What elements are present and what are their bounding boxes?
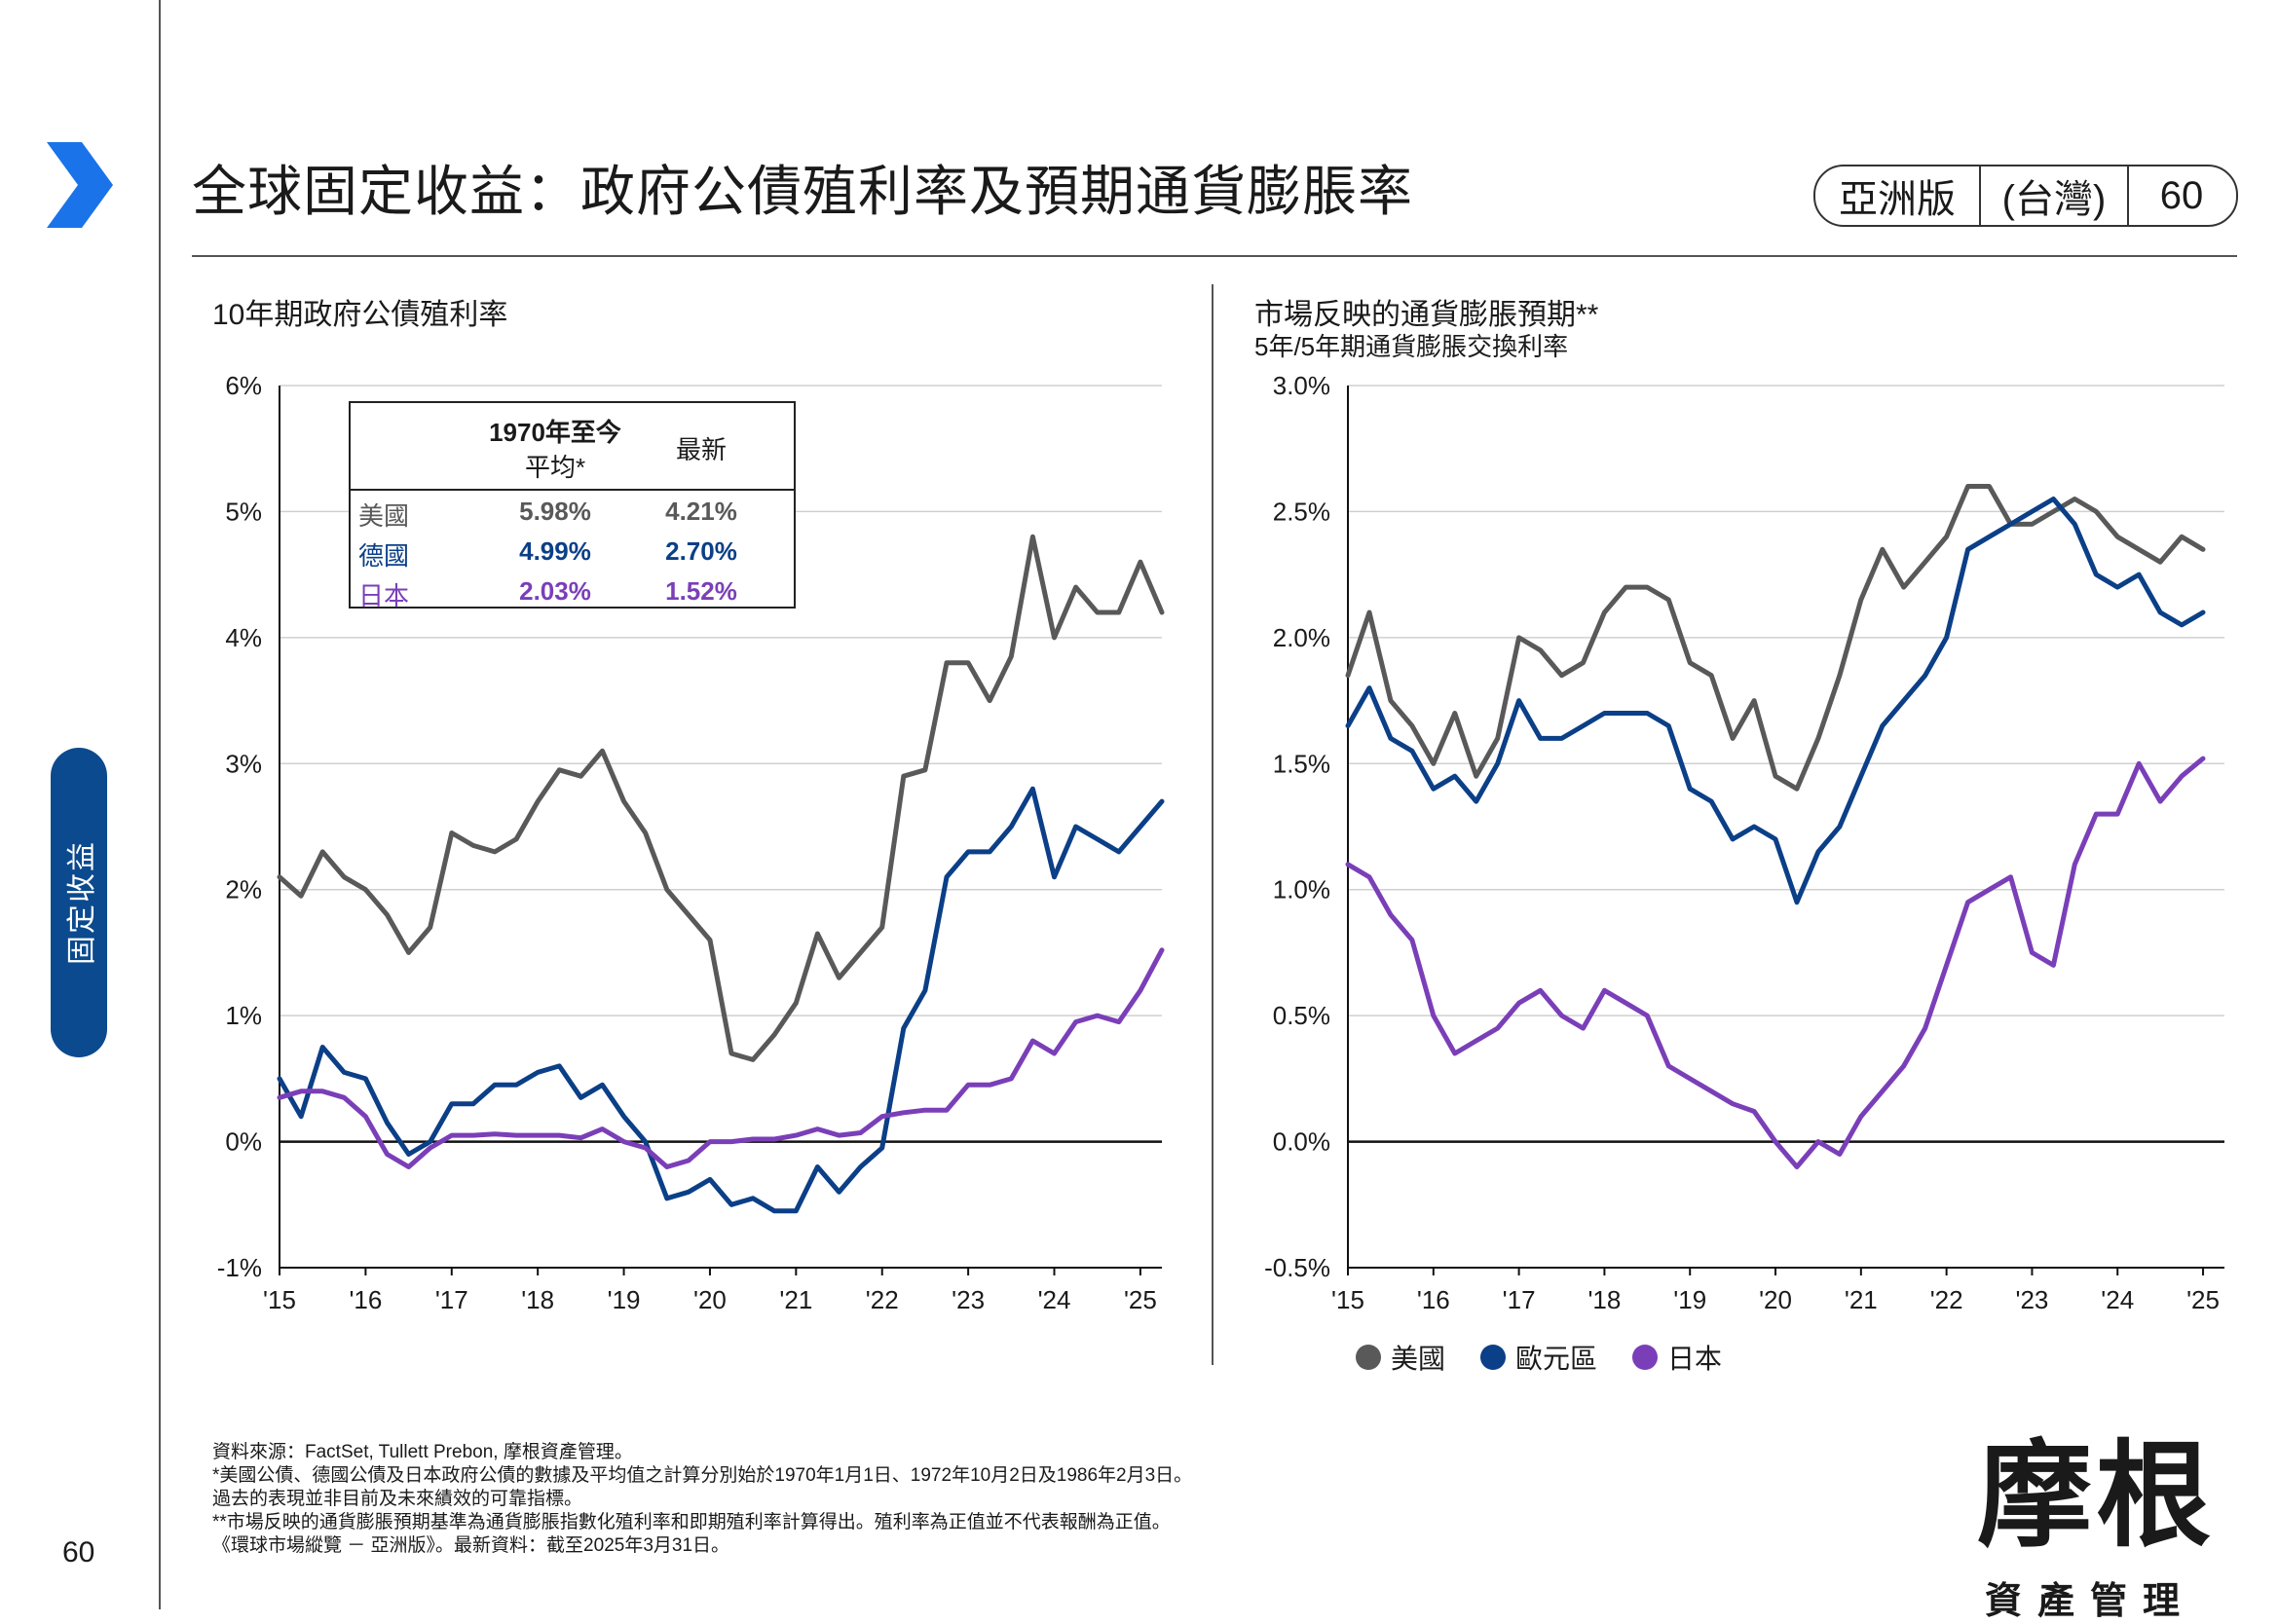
series-line-3 [1345, 756, 2206, 1169]
x-tick-label: '23 [2015, 1285, 2048, 1314]
x-tick-label: '25 [1124, 1285, 1157, 1314]
x-tick-label: '24 [2101, 1285, 2134, 1314]
y-tick-label: 1% [225, 1001, 262, 1030]
header-latest: 最新 [675, 435, 727, 464]
x-tick-label: '15 [1331, 1285, 1364, 1314]
y-tick-label: 2.0% [1273, 623, 1330, 652]
x-tick-label: '22 [866, 1285, 899, 1314]
x-tick-label: '24 [1038, 1285, 1071, 1314]
y-tick-label: 5% [225, 497, 262, 526]
row-average: 4.99% [519, 536, 591, 566]
legend-marker [1632, 1345, 1659, 1370]
x-tick-label: '16 [349, 1285, 382, 1314]
y-tick-label: 0% [225, 1127, 262, 1157]
left-margin-rule [159, 0, 161, 1609]
y-tick-label: 4% [225, 623, 262, 652]
x-tick-label: '16 [1417, 1285, 1450, 1314]
x-tick-label: '20 [693, 1285, 727, 1314]
x-tick-label: '15 [263, 1285, 296, 1314]
table-row-japan: 日本 2.03% 1.52% [351, 571, 794, 610]
row-label: 日本 [358, 581, 410, 610]
x-tick-label: '19 [608, 1285, 641, 1314]
row-latest: 2.70% [665, 536, 737, 566]
x-tick-label: '23 [952, 1285, 985, 1314]
badge-country: (台灣) [2001, 178, 2107, 221]
x-tick-label: '17 [1503, 1285, 1536, 1314]
series-line-1 [277, 534, 1165, 1062]
yield-stats-table: 1970年至今 平均* 最新 美國 5.98% 4.21% 德國 4.99% 2… [349, 401, 796, 610]
row-average: 2.03% [519, 576, 591, 606]
y-tick-label: 1.0% [1273, 875, 1330, 904]
yield-chart: -1% 0% 1% 2% 3% 4% 5% 6% '15 '16 '17 '18 '19 '20 '21 '2… [217, 371, 1165, 1314]
series-line-2 [1345, 497, 2206, 905]
x-tick-label: '19 [1673, 1285, 1706, 1314]
x-tick-label: '22 [1930, 1285, 1963, 1314]
right-chart-title: 市場反映的通貨膨脹預期** [1254, 299, 1599, 331]
y-tick-label: 2% [225, 875, 262, 904]
y-tick-label: 3% [225, 749, 262, 778]
x-tick-label: '21 [1845, 1285, 1878, 1314]
right-chart-subtitle: 5年/5年期通貨膨脹交換利率 [1254, 332, 1569, 361]
legend-label: 美國 [1391, 1344, 1446, 1374]
footnote-data-start: *美國公債、德國公債及日本政府公債的數據及平均值之計算分別始於1970年1月1日… [212, 1465, 1193, 1486]
footnote-latest: 《環球市場縱覽 － 亞洲版》。最新資料：截至2025年3月31日。 [212, 1535, 730, 1556]
x-tick-label: '20 [1759, 1285, 1792, 1314]
y-tick-label: 1.5% [1273, 749, 1330, 778]
x-tick-label: '25 [2186, 1285, 2220, 1314]
y-tick-label: 3.0% [1273, 371, 1330, 400]
left-chart-title: 10年期政府公債殖利率 [212, 299, 508, 331]
y-tick-label: 0.0% [1273, 1127, 1330, 1157]
row-average: 5.98% [519, 497, 591, 526]
legend-item-japan: 日本 [1632, 1338, 1722, 1377]
legend-marker [1480, 1345, 1507, 1370]
footnotes: 資料來源：FactSet, Tullett Prebon, 摩根資產管理。 *美… [212, 1441, 1192, 1558]
y-tick-label: 6% [225, 371, 262, 400]
y-tick-label: 2.5% [1273, 497, 1330, 526]
row-label: 德國 [358, 541, 410, 571]
table-row-us: 美國 5.98% 4.21% [351, 491, 794, 531]
legend-item-eurozone: 歐元區 [1480, 1338, 1597, 1377]
region-page-badge: 亞洲版 (台灣) 60 [1813, 165, 2238, 227]
footnote-inflation: **市場反映的通貨膨脹預期基準為通貨膨脹指數化殖利率和即期殖利率計算得出。殖利率… [212, 1512, 1171, 1532]
company-logo: 摩根 資產管理 [1977, 1402, 2215, 1624]
x-tick-label: '18 [521, 1285, 554, 1314]
legend-item-us: 美國 [1356, 1338, 1445, 1377]
inflation-chart: -0.5% 0.0% 0.5% 1.0% 1.5% 2.0% 2.5% 3.0% '15 '16 '… [1264, 371, 2224, 1314]
y-tick-label: 0.5% [1273, 1001, 1330, 1030]
legend-label: 日本 [1667, 1344, 1723, 1374]
y-tick-label: -0.5% [1264, 1253, 1330, 1282]
header-average: 平均* [524, 453, 586, 482]
page-title: 全球固定收益：政府公債殖利率及預期通貨膨脹率 [192, 161, 1413, 222]
chart-divider [1212, 284, 1214, 1365]
legend-marker [1356, 1345, 1381, 1370]
x-tick-label: '21 [779, 1285, 812, 1314]
footnote-disclaimer: 過去的表現並非目前及未來績效的可靠指標。 [212, 1489, 583, 1509]
page-number: 60 [62, 1536, 95, 1569]
row-latest: 4.21% [665, 497, 737, 526]
chart-legend: 美國 歐元區 日本 [1356, 1338, 1722, 1377]
section-tab[interactable]: 固定收益 [51, 748, 107, 1057]
table-row-germany: 德國 4.99% 2.70% [351, 531, 794, 571]
chevron-right-icon [47, 142, 113, 228]
x-tick-label: '18 [1587, 1285, 1621, 1314]
badge-region: 亞洲版 [1839, 178, 1956, 221]
legend-label: 歐元區 [1515, 1344, 1598, 1374]
logo-main: 摩根 [1977, 1427, 2216, 1563]
logo-sub: 資產管理 [1985, 1581, 2196, 1622]
title-divider [192, 255, 2237, 257]
series-line-3 [277, 947, 1165, 1169]
row-label: 美國 [358, 501, 410, 531]
x-tick-label: '17 [435, 1285, 468, 1314]
table-header: 1970年至今 平均* 最新 [351, 403, 794, 491]
y-tick-label: -1% [217, 1253, 262, 1282]
footnote-source: 資料來源：FactSet, Tullett Prebon, 摩根資產管理。 [212, 1442, 633, 1462]
series-line-2 [277, 786, 1165, 1214]
badge-page-number: 60 [2159, 173, 2204, 217]
header-since-1970: 1970年至今 [489, 418, 621, 447]
row-latest: 1.52% [665, 576, 737, 606]
